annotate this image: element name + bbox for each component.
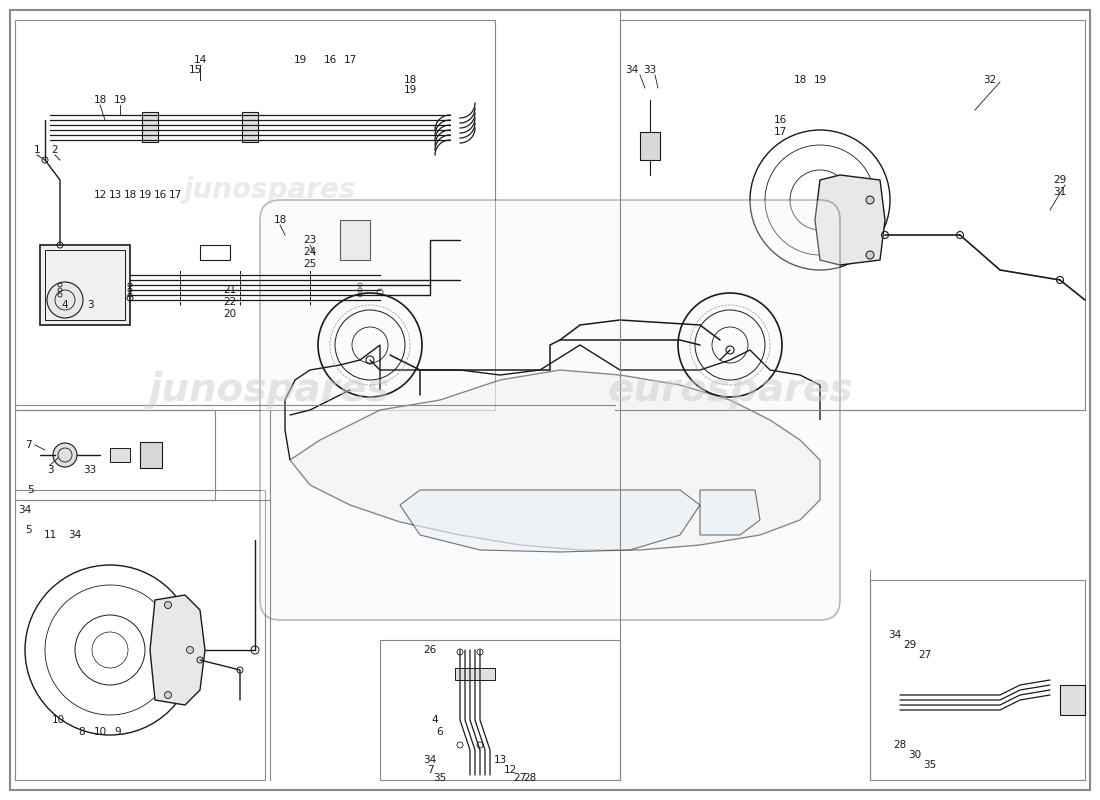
Text: junospares: junospares: [184, 176, 356, 204]
Text: 3: 3: [87, 300, 94, 310]
Text: 4: 4: [431, 715, 438, 725]
Text: 25: 25: [304, 259, 317, 269]
Text: 34: 34: [68, 530, 81, 540]
Text: junospares: junospares: [150, 371, 390, 409]
Text: 16: 16: [323, 55, 337, 65]
Polygon shape: [290, 370, 820, 550]
Text: 18: 18: [94, 95, 107, 105]
Bar: [40, 245, 130, 325]
Text: 18: 18: [404, 75, 417, 85]
Text: 34: 34: [424, 755, 437, 765]
Bar: [379, 640, 620, 780]
Text: 18: 18: [123, 190, 136, 200]
Text: eurospares: eurospares: [607, 371, 852, 409]
Circle shape: [866, 196, 874, 204]
Text: 17: 17: [343, 55, 356, 65]
Text: 28: 28: [524, 773, 537, 783]
Text: 5: 5: [26, 485, 33, 495]
Text: 34: 34: [889, 630, 902, 640]
Text: 23: 23: [304, 235, 317, 245]
Polygon shape: [400, 490, 700, 552]
Text: 1: 1: [34, 145, 41, 155]
Bar: [110, 448, 130, 462]
Text: 18: 18: [274, 215, 287, 225]
Text: 29: 29: [1054, 175, 1067, 185]
Bar: [140, 442, 162, 468]
Text: 30: 30: [909, 750, 922, 760]
Polygon shape: [150, 595, 205, 705]
Text: 33: 33: [84, 465, 97, 475]
Text: 18: 18: [793, 75, 806, 85]
Text: 17: 17: [773, 127, 786, 137]
Text: 5: 5: [24, 525, 31, 535]
Text: 33: 33: [644, 65, 657, 75]
Polygon shape: [815, 175, 886, 265]
Text: 9: 9: [114, 727, 121, 737]
Text: 28: 28: [893, 740, 906, 750]
FancyBboxPatch shape: [260, 200, 840, 620]
Text: 29: 29: [903, 640, 916, 650]
Bar: [340, 220, 370, 260]
Text: 15: 15: [188, 65, 201, 75]
Text: 19: 19: [813, 75, 826, 85]
Text: 10: 10: [94, 727, 107, 737]
Text: 26: 26: [424, 645, 437, 655]
Text: 27: 27: [514, 773, 527, 783]
Text: 4: 4: [62, 300, 68, 310]
Text: 20: 20: [223, 309, 236, 319]
Text: 19: 19: [139, 190, 152, 200]
Bar: [640, 132, 660, 160]
Text: 35: 35: [433, 773, 447, 783]
Text: 19: 19: [404, 85, 417, 95]
Text: 7: 7: [24, 440, 31, 450]
Bar: [15, 20, 495, 410]
Text: 2: 2: [52, 145, 58, 155]
Bar: [1060, 685, 1085, 715]
Bar: [455, 668, 495, 680]
Text: 19: 19: [113, 95, 127, 105]
Text: 12: 12: [94, 190, 107, 200]
Text: 12: 12: [504, 765, 517, 775]
Bar: [242, 112, 258, 142]
Text: 13: 13: [494, 755, 507, 765]
Text: 6: 6: [437, 727, 443, 737]
Text: 35: 35: [923, 760, 936, 770]
Bar: [620, 20, 1085, 410]
Circle shape: [53, 443, 77, 467]
Bar: [15, 490, 265, 780]
Text: 34: 34: [19, 505, 32, 515]
Text: 34: 34: [626, 65, 639, 75]
Text: 21: 21: [223, 285, 236, 295]
Text: 22: 22: [223, 297, 236, 307]
Text: 24: 24: [304, 247, 317, 257]
Text: 3: 3: [46, 465, 53, 475]
Circle shape: [187, 646, 194, 654]
Text: 14: 14: [194, 55, 207, 65]
Text: 19: 19: [294, 55, 307, 65]
Text: 10: 10: [52, 715, 65, 725]
Text: 7: 7: [427, 765, 433, 775]
Text: 17: 17: [168, 190, 182, 200]
Text: 11: 11: [43, 530, 56, 540]
Circle shape: [165, 602, 172, 609]
Text: 16: 16: [773, 115, 786, 125]
Bar: [45, 250, 125, 320]
Circle shape: [165, 691, 172, 698]
Text: 16: 16: [153, 190, 166, 200]
Text: 8: 8: [79, 727, 86, 737]
Bar: [15, 410, 214, 500]
Bar: [142, 112, 158, 142]
Text: 32: 32: [983, 75, 997, 85]
Circle shape: [866, 251, 874, 259]
Bar: [870, 580, 1085, 780]
Text: 31: 31: [1054, 187, 1067, 197]
Circle shape: [47, 282, 82, 318]
Text: 13: 13: [109, 190, 122, 200]
Text: 27: 27: [918, 650, 932, 660]
Polygon shape: [700, 490, 760, 535]
